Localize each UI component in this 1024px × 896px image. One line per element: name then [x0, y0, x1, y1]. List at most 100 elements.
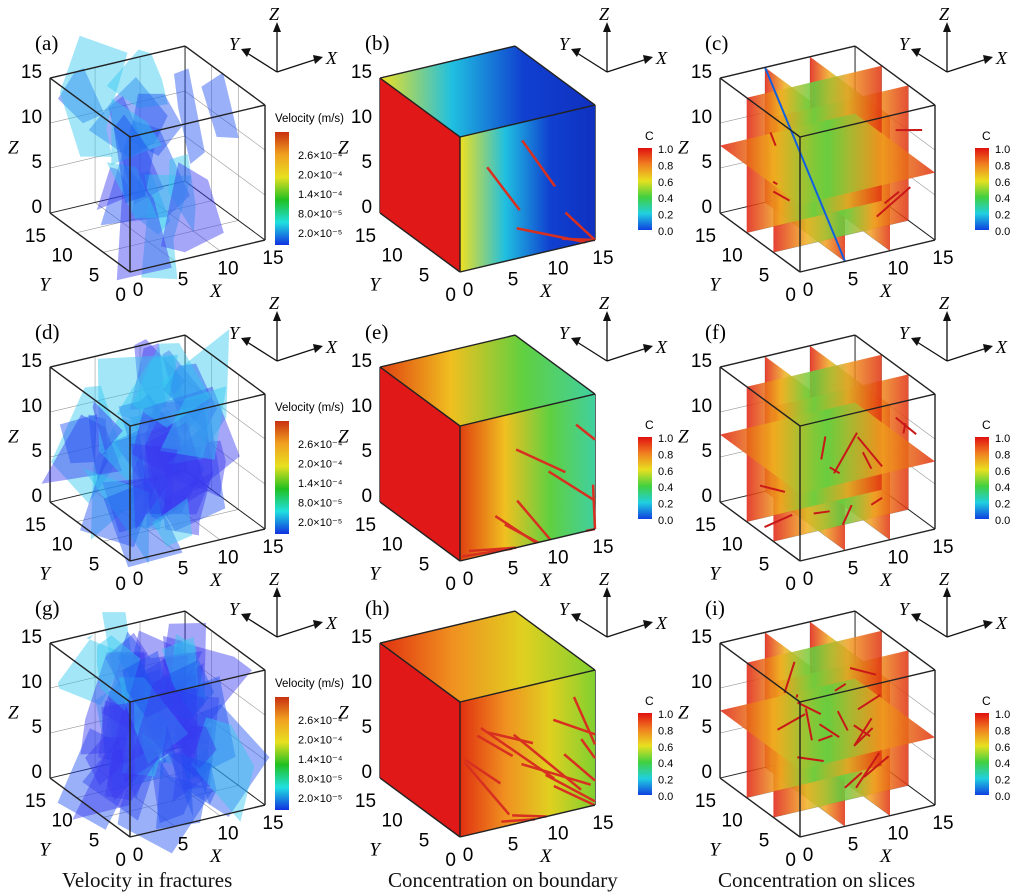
colorbar-tick-label: 8.0×10⁻⁵: [298, 209, 342, 221]
axis-line: [459, 669, 596, 703]
high-concentration-streak: [849, 667, 877, 676]
high-concentration-streak: [870, 496, 883, 506]
triad-z-label: Z: [939, 4, 950, 24]
axis-triad: Z X Y: [559, 569, 668, 638]
y-tick-label: 0: [785, 574, 796, 595]
arrowhead-icon: [943, 311, 951, 321]
fracture-polygon: [131, 171, 171, 235]
z-tick-label: 5: [31, 152, 42, 173]
x-tick-label: 0: [133, 845, 144, 866]
z-tick-label: 10: [351, 672, 372, 693]
y-tick-label: 15: [25, 791, 46, 812]
arrowhead-icon: [911, 337, 921, 346]
arrowhead-icon: [603, 311, 611, 321]
high-concentration-streak: [562, 237, 596, 242]
x-axis-label: X: [539, 846, 553, 867]
grid-line: [94, 202, 176, 262]
fracture-polygon: [129, 410, 182, 482]
axis-line: [379, 77, 461, 138]
triad-x-arrow: [276, 623, 318, 638]
colorbar-tick-label: 2.0×10⁻⁵: [298, 228, 342, 240]
colorbar: C 1.0 0.8 0.6 0.4 0.2 0.0: [975, 418, 1010, 527]
grid-line: [184, 424, 266, 485]
colorbar-tick-label: 0.0: [995, 515, 1010, 527]
colorbar-tick-label: 2.6×10⁻⁴: [298, 439, 343, 451]
axis-line: [379, 45, 516, 79]
x-tick-label: 15: [592, 537, 613, 558]
high-concentration-streak: [504, 523, 539, 544]
grid-line: [49, 379, 186, 413]
top-face: [380, 611, 595, 702]
fracture-polygon: [132, 343, 211, 428]
triad-y-label: Y: [559, 599, 571, 619]
high-concentration-streak: [836, 710, 849, 731]
colorbar-gradient: [275, 132, 289, 245]
y-tick-label: 10: [382, 246, 403, 267]
x-tick-label: 5: [508, 558, 519, 579]
colorbar: C 1.0 0.8 0.6 0.4 0.2 0.0: [638, 129, 673, 238]
fracture-polygon: [82, 468, 150, 564]
axis-line: [719, 77, 801, 138]
fracture-polygon: [156, 725, 212, 829]
colorbar-gradient: [975, 713, 989, 795]
high-concentration-streak: [580, 738, 597, 759]
grid-line: [94, 491, 176, 551]
fracture-polygon: [140, 659, 172, 709]
colorbar-tick-label: 0.0: [995, 226, 1010, 238]
x-tick-label: 5: [508, 834, 519, 855]
triad-x-label: X: [995, 613, 1008, 633]
y-axis-label: Y: [39, 275, 52, 296]
front-face: [460, 394, 595, 561]
y-axis-label: Y: [709, 564, 722, 585]
arrowhead-icon: [273, 311, 281, 321]
axis-line: [854, 45, 936, 106]
high-concentration-streak: [813, 510, 830, 515]
high-concentration-streak: [547, 470, 596, 502]
axis-line: [129, 804, 266, 838]
z-tick-label: 0: [361, 762, 372, 783]
axis-triad: Z X Y: [229, 569, 338, 638]
grid-line: [49, 424, 186, 458]
caption-slices: Concentration on slices: [718, 868, 916, 892]
z-tick-label: 15: [691, 627, 712, 648]
axis-line: [799, 104, 936, 138]
high-concentration-streak: [480, 726, 555, 780]
arrowhead-icon: [571, 337, 581, 346]
triad-x-label: X: [325, 337, 338, 357]
axis-line: [49, 610, 186, 644]
high-concentration-streak: [876, 186, 911, 218]
colorbar-tick-label: 1.0: [658, 709, 673, 721]
axis-triad: Z X Y: [899, 569, 1008, 638]
fracture-polygon: [88, 77, 168, 158]
triad-x-arrow: [946, 347, 988, 362]
high-concentration-streak: [563, 753, 596, 782]
y-tick-label: 5: [419, 554, 430, 575]
fracture-polygon: [167, 666, 191, 717]
axis-line: [379, 642, 461, 703]
high-concentration-streak: [772, 180, 778, 186]
triad-x-arrow: [606, 623, 648, 638]
fracture-polygon: [131, 443, 178, 530]
fracture-polygon: [106, 162, 158, 219]
triad-y-arrow: [916, 341, 948, 362]
axis-line: [799, 528, 936, 562]
colorbar: Velocity (m/s) 2.6×10⁻⁴ 2.0×10⁻⁴ 1.4×10⁻⁴ 8.…: [275, 113, 344, 245]
z-tick-label: 0: [701, 486, 712, 507]
x-axis-label: X: [879, 281, 893, 302]
colorbar-tick-label: 1.0: [658, 433, 673, 445]
axis-line: [379, 212, 461, 273]
x-tick-label: 10: [217, 824, 238, 845]
fracture-polygon: [167, 720, 211, 802]
axis-triad: Z X Y: [899, 4, 1008, 73]
y-tick-label: 15: [355, 791, 376, 812]
fracture-polygon: [155, 719, 175, 765]
high-concentration-streak: [512, 733, 582, 791]
y-tick-label: 5: [759, 265, 770, 286]
high-concentration-streak: [516, 499, 552, 541]
x-tick-label: 0: [133, 569, 144, 590]
z-tick-label: 0: [31, 762, 42, 783]
colorbar-tick-label: 0.2: [995, 499, 1010, 511]
x-tick-label: 5: [848, 269, 859, 290]
y-axis-label: Y: [709, 275, 722, 296]
colorbar-tick-label: 0.0: [658, 515, 673, 527]
